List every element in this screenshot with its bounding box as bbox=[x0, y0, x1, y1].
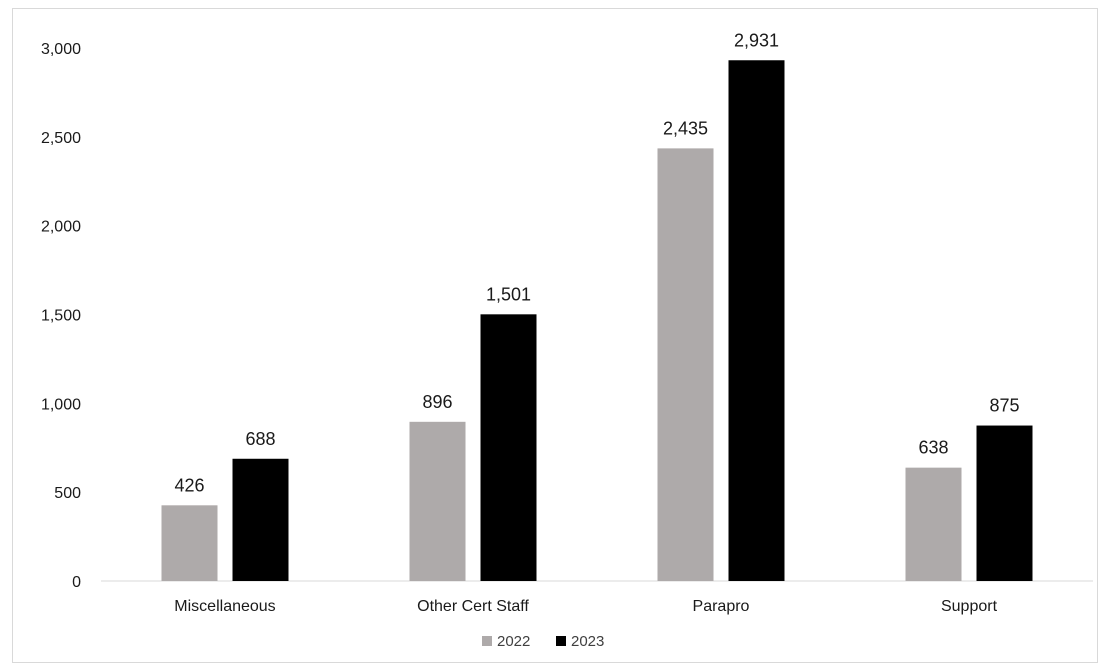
data-label: 1,501 bbox=[486, 284, 531, 304]
bar-2023-parapro bbox=[728, 60, 785, 582]
y-tick-label: 2,000 bbox=[41, 219, 81, 236]
legend-swatch-2022 bbox=[482, 636, 492, 646]
chart-frame: 0 500 1,000 1,500 2,000 2,500 3,000 426 688 896 1… bbox=[12, 8, 1098, 663]
data-label: 638 bbox=[918, 438, 948, 458]
data-labels: 426 688 896 1,501 2,435 2,931 638 875 bbox=[174, 30, 1019, 495]
y-tick-label: 0 bbox=[72, 574, 81, 591]
y-axis-ticks: 0 500 1,000 1,500 2,000 2,500 3,000 bbox=[41, 41, 81, 591]
data-label: 2,435 bbox=[663, 118, 708, 138]
bar-2022-other-cert-staff bbox=[409, 421, 466, 581]
legend-label-2022: 2022 bbox=[497, 633, 530, 650]
bar-2023-miscellaneous bbox=[232, 458, 289, 581]
bar-chart: 0 500 1,000 1,500 2,000 2,500 3,000 426 688 896 1… bbox=[41, 30, 1093, 650]
y-tick-label: 1,000 bbox=[41, 396, 81, 413]
bar-2022-parapro bbox=[657, 148, 714, 582]
y-tick-label: 3,000 bbox=[41, 41, 81, 58]
data-label: 896 bbox=[422, 392, 452, 412]
bar-2023-support bbox=[976, 425, 1033, 581]
bar-2022-miscellaneous bbox=[161, 505, 218, 581]
category-labels: Miscellaneous Other Cert Staff Parapro Supp… bbox=[174, 598, 997, 615]
data-label: 2,931 bbox=[734, 30, 779, 50]
bar-2023-other-cert-staff bbox=[480, 314, 537, 581]
legend: 2022 2023 bbox=[482, 633, 604, 650]
x-category-label: Support bbox=[941, 598, 998, 615]
data-label: 875 bbox=[989, 396, 1019, 416]
data-label: 426 bbox=[174, 475, 204, 495]
data-label: 688 bbox=[245, 429, 275, 449]
y-tick-label: 2,500 bbox=[41, 130, 81, 147]
x-category-label: Parapro bbox=[693, 598, 750, 615]
x-category-label: Miscellaneous bbox=[174, 598, 275, 615]
legend-swatch-2023 bbox=[556, 636, 566, 646]
x-category-label: Other Cert Staff bbox=[417, 598, 529, 615]
legend-label-2023: 2023 bbox=[571, 633, 604, 650]
y-tick-label: 500 bbox=[54, 485, 81, 502]
y-tick-label: 1,500 bbox=[41, 308, 81, 325]
bar-2022-support bbox=[905, 467, 962, 581]
bars bbox=[161, 60, 1033, 582]
